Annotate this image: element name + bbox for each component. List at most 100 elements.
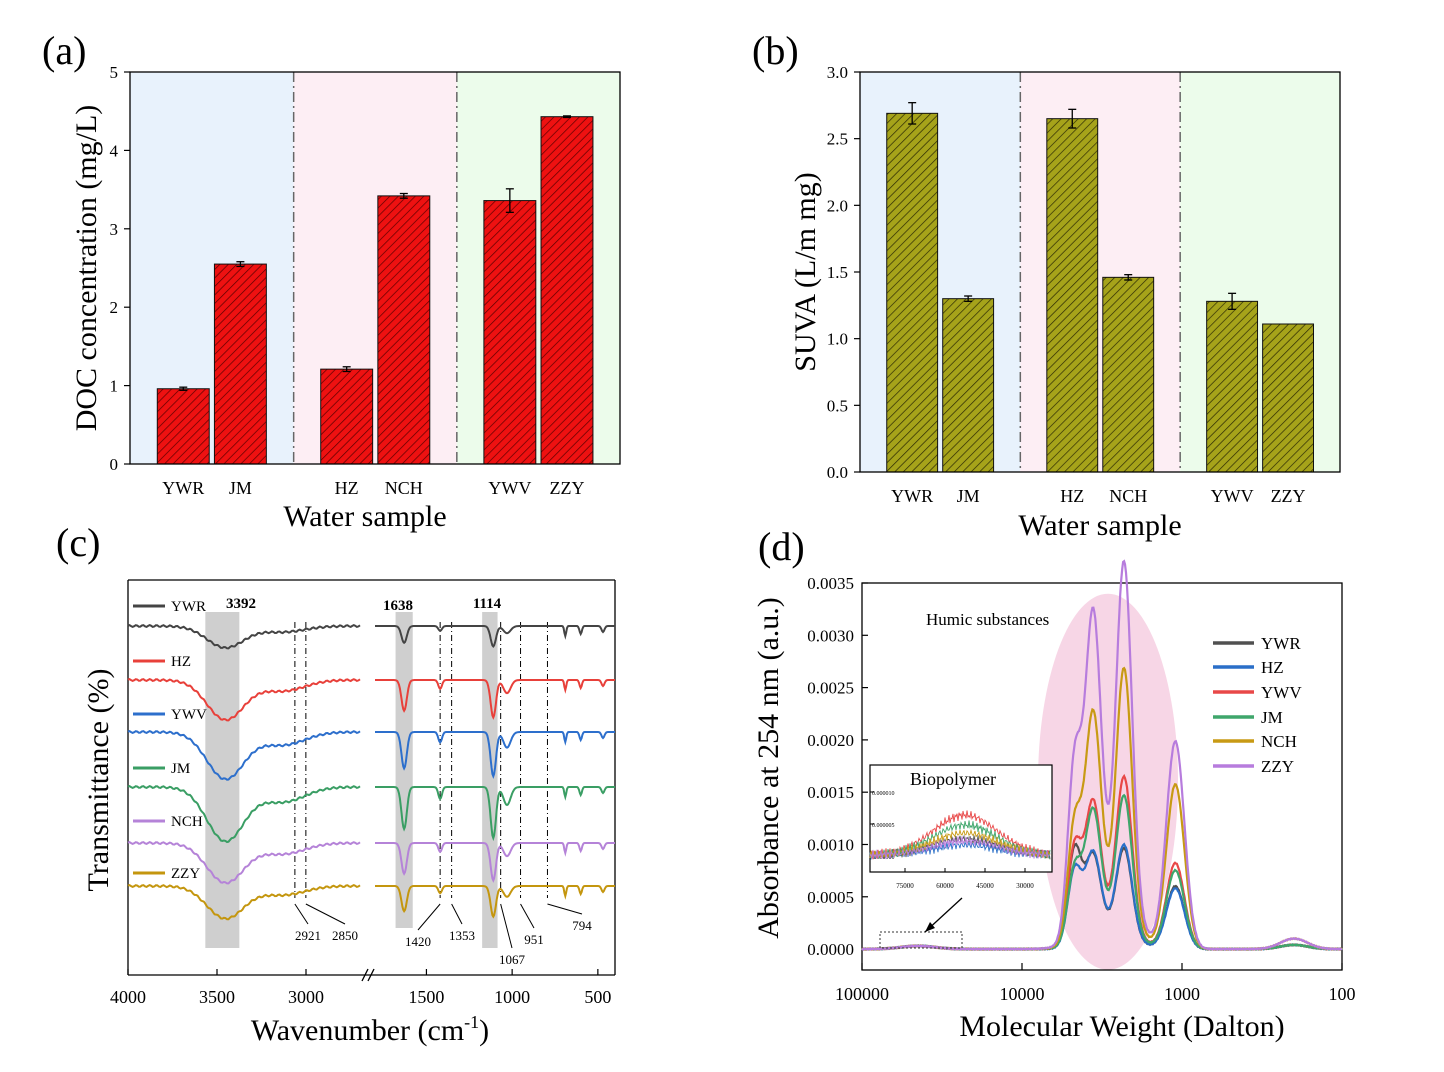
- legend-label-ZZY: ZZY: [1261, 757, 1294, 776]
- legend-label-ZZY: ZZY: [171, 866, 200, 882]
- band-label: 1638: [383, 598, 413, 614]
- band-label: 3392: [226, 596, 256, 612]
- hpsec-chart: 100000 10000 1000 100 0.0000 0.0005 0.0010 0.00…: [807, 559, 1356, 1004]
- panel-c-label: (c): [56, 520, 100, 565]
- bar-YWR: [886, 112, 939, 473]
- y-tick-label: 1.5: [827, 263, 848, 282]
- spectrum-JM-fingerprint: [375, 786, 615, 842]
- inset-x-tick-label: 75000: [896, 882, 914, 890]
- panel-c-xlabel: Wavenumber (cm-1): [251, 1012, 489, 1047]
- inset-y-tick-label: 0.000000: [872, 855, 895, 861]
- y-tick-label: 5: [110, 63, 119, 82]
- inset-curve-JM: [869, 820, 1051, 860]
- spectrum-NCH-fingerprint: [375, 842, 615, 883]
- panel-a-ylabel: DOC concentration (mg/L): [70, 105, 103, 432]
- panel-b-ylabel: SUVA (L/m mg): [789, 172, 822, 371]
- y-tick-label: 0: [110, 455, 119, 474]
- bar-HZ: [320, 368, 374, 465]
- y-tick-label: 2.0: [827, 196, 848, 215]
- plot-frame: [129, 71, 621, 465]
- band-1114: [482, 612, 498, 948]
- peak-label: 951: [524, 932, 544, 947]
- inset-y-tick-label: 0.000005: [872, 823, 895, 829]
- x-tick-label: NCH: [1109, 486, 1147, 506]
- bar-YWV: [483, 200, 537, 465]
- spectrum-HZ: [127, 677, 361, 722]
- spectrum-HZ-fingerprint: [375, 679, 615, 720]
- group-background: [1180, 72, 1340, 472]
- y-tick-label: 1.0: [827, 330, 848, 349]
- axis-break: [367, 968, 375, 982]
- x-tick-label: ZZY: [549, 478, 584, 498]
- y-tick-label: 0.0015: [807, 783, 854, 802]
- x-tick-label: 1000: [1164, 984, 1200, 1004]
- band-3392: [205, 612, 240, 948]
- x-tick-label: YWR: [891, 486, 933, 506]
- bar-ZZY: [1262, 323, 1315, 473]
- peak-label: 794: [572, 918, 592, 933]
- x-tick-label: 100000: [835, 984, 889, 1004]
- y-tick-label: 0.0010: [807, 835, 854, 854]
- doc-bar-chart: YWR JM HZ NCH YWV ZZY 0 1 2 3 4 5: [110, 63, 621, 498]
- x-tick-label: YWV: [1211, 486, 1254, 506]
- group-background: [130, 72, 294, 464]
- band-label: 1114: [473, 596, 502, 612]
- y-tick-label: 0.0: [827, 463, 848, 482]
- peak-label: 2850: [332, 928, 358, 943]
- y-tick-label: 0.0000: [807, 940, 854, 959]
- peak-arrow: [417, 903, 441, 931]
- legend-label-YWR: YWR: [1261, 634, 1301, 653]
- plot-frame: [861, 582, 1343, 971]
- inset-y-tick-label: 0.000010: [872, 791, 895, 797]
- peak-label: 1067: [499, 952, 526, 967]
- inset-x-tick-label: 60000: [936, 882, 954, 890]
- x-tick-label: 10000: [1000, 984, 1045, 1004]
- bar-NCH: [377, 195, 431, 465]
- spectrum-ZZY: [127, 883, 361, 921]
- x-tick-label: 500: [584, 987, 611, 1007]
- spectrum-JM: [127, 784, 361, 844]
- peak-arrow: [520, 903, 535, 929]
- spectrum-YWR-fingerprint: [375, 625, 615, 648]
- legend-label-YWV: YWV: [171, 707, 207, 723]
- y-tick-label: 0.0035: [807, 574, 854, 593]
- y-tick-label: 2.5: [827, 130, 848, 149]
- y-tick-label: 3: [110, 220, 119, 239]
- legend-label-JM: JM: [1261, 708, 1283, 727]
- peak-label: 1420: [405, 934, 431, 949]
- y-tick-label: 0.5: [827, 396, 848, 415]
- legend-label-YWV: YWV: [1261, 683, 1302, 702]
- y-tick-label: 0.0025: [807, 679, 854, 698]
- spectrum-YWR: [127, 623, 361, 650]
- panel-d-label: (d): [758, 524, 805, 569]
- peak-arrow: [294, 903, 309, 925]
- group-background: [1020, 72, 1181, 472]
- x-tick-label: HZ: [1060, 486, 1084, 506]
- inset-x-tick-label: 30000: [1016, 882, 1034, 890]
- zoom-arrowhead: [925, 922, 935, 932]
- panel-d-ylabel: Absorbance at 254 nm (a.u.): [752, 597, 785, 939]
- inset-title: Biopolymer: [910, 769, 996, 789]
- spectrum-NCH: [127, 840, 361, 885]
- legend-label-HZ: HZ: [1261, 658, 1284, 677]
- ftir-spectra-chart: 4000 3500 3000 1500 1000 500 3392 1638 1114 2921 2…: [110, 579, 616, 1007]
- x-tick-label: JM: [229, 478, 252, 498]
- inset-curve-YWV: [869, 810, 1051, 860]
- x-tick-label: 100: [1329, 984, 1356, 1004]
- x-tick-label: 3000: [288, 987, 324, 1007]
- bar-JM: [213, 263, 267, 465]
- peak-arrow: [500, 903, 513, 949]
- peak-arrow: [451, 903, 463, 925]
- x-tick-label: JM: [957, 486, 980, 506]
- group-background: [293, 72, 457, 464]
- y-tick-label: 0.0005: [807, 888, 854, 907]
- bar-NCH: [1102, 276, 1155, 473]
- x-tick-label: 1000: [494, 987, 530, 1007]
- peak-arrow: [547, 903, 583, 915]
- bar-YWV: [1206, 300, 1259, 473]
- panel-b-xlabel: Water sample: [1018, 509, 1181, 542]
- panel-a-label: (a): [42, 28, 86, 73]
- peak-label: 2921: [295, 928, 321, 943]
- y-tick-label: 3.0: [827, 63, 848, 82]
- peak-arrow: [305, 903, 346, 925]
